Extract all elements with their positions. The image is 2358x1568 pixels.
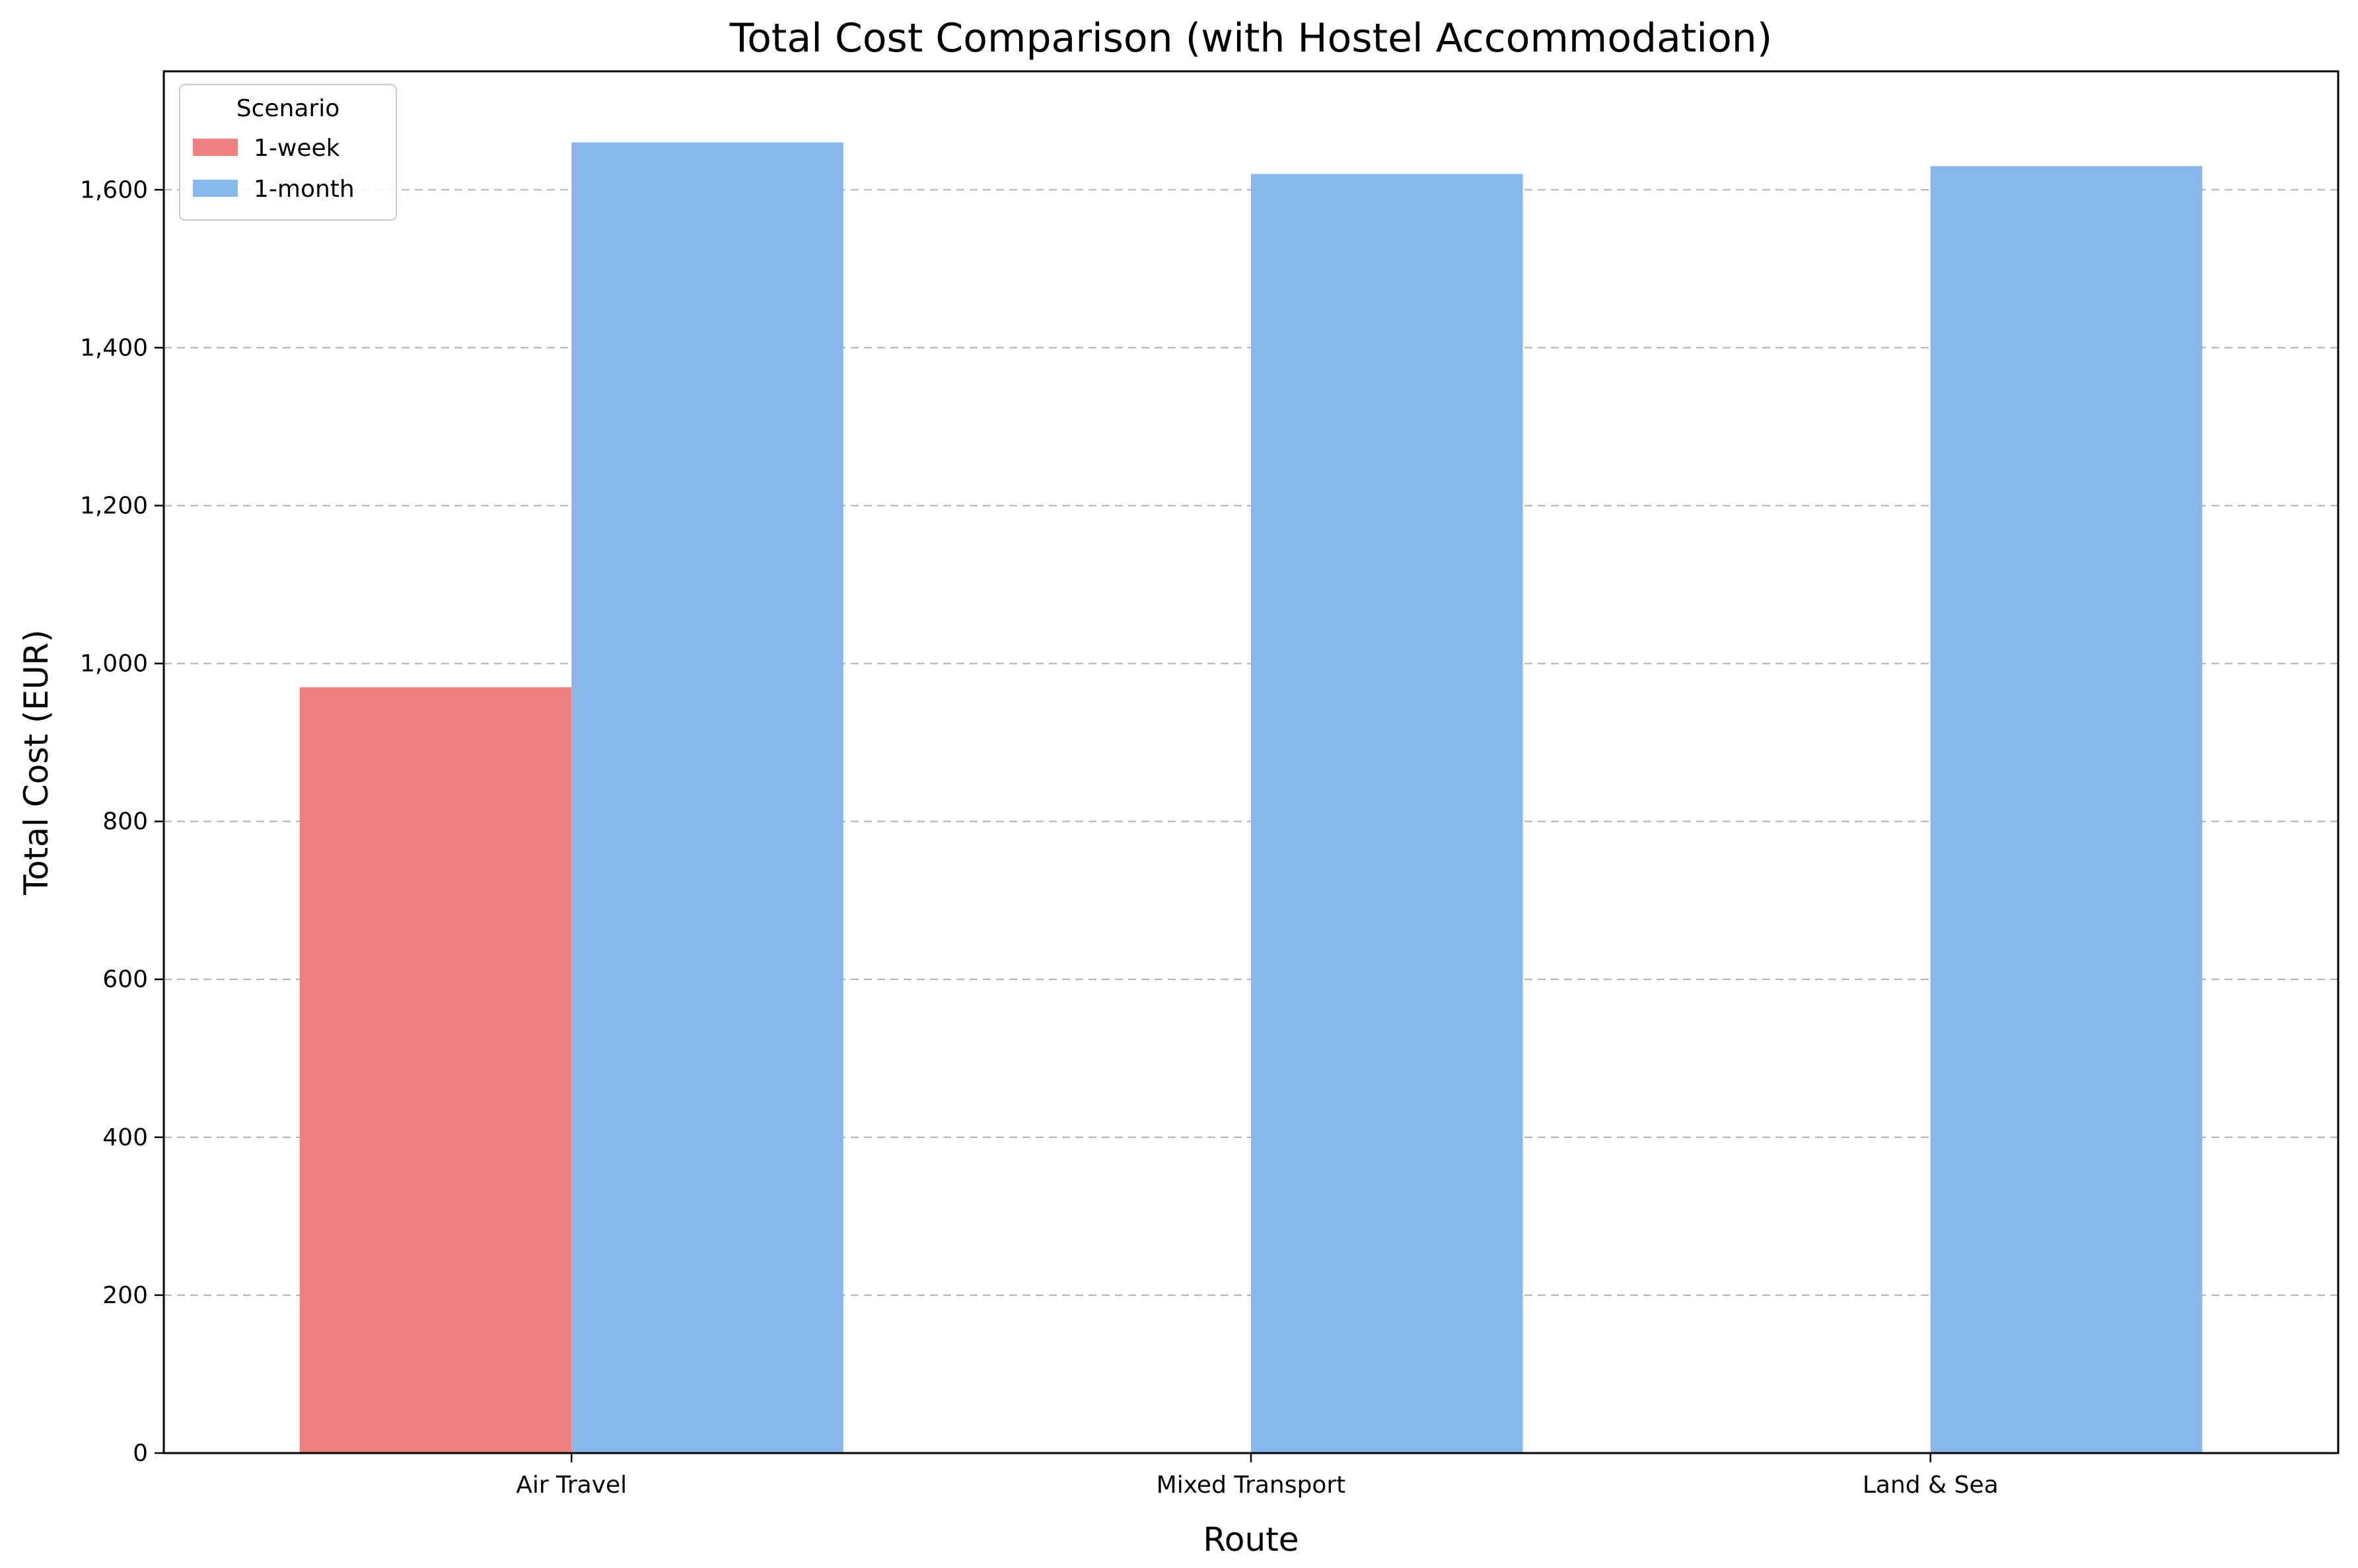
x-tick-label: Mixed Transport bbox=[1157, 1472, 1346, 1499]
y-tick-label: 1,000 bbox=[80, 651, 148, 678]
y-axis-ticks: 0 200 400 600 800 1,000 1,200 1,400 1,600 bbox=[80, 176, 164, 1467]
legend: Scenario 1-week 1-month bbox=[179, 84, 397, 221]
chart-title: Total Cost Comparison (with Hostel Accom… bbox=[729, 15, 1773, 61]
x-tick-label: Air Travel bbox=[516, 1472, 627, 1499]
y-tick-label: 0 bbox=[133, 1440, 148, 1467]
x-axis-ticks: Air Travel Mixed Transport Land & Sea bbox=[516, 1453, 1999, 1499]
bars bbox=[299, 142, 2203, 1454]
legend-label-1-week: 1-week bbox=[254, 135, 340, 162]
y-axis-title: Total Cost (EUR) bbox=[17, 629, 55, 896]
legend-swatch-1-week bbox=[193, 139, 238, 156]
bar-1-week-0 bbox=[299, 687, 572, 1453]
x-tick-label: Land & Sea bbox=[1863, 1472, 1999, 1499]
legend-label-1-month: 1-month bbox=[254, 176, 355, 203]
y-tick-label: 1,400 bbox=[80, 334, 148, 361]
x-axis-title: Route bbox=[1203, 1520, 1299, 1559]
y-tick-label: 1,200 bbox=[80, 492, 148, 519]
y-tick-label: 200 bbox=[102, 1282, 148, 1309]
legend-swatch-1-month bbox=[193, 180, 238, 197]
y-tick-label: 1,600 bbox=[80, 176, 148, 203]
bar-1-month-2 bbox=[1930, 166, 2203, 1454]
bar-1-month-0 bbox=[571, 142, 843, 1453]
y-tick-label: 400 bbox=[102, 1124, 148, 1151]
y-tick-label: 600 bbox=[102, 966, 148, 993]
bar-1-month-1 bbox=[1251, 174, 1523, 1453]
y-tick-label: 800 bbox=[102, 808, 148, 836]
legend-title: Scenario bbox=[236, 95, 340, 122]
legend-items: 1-week 1-month bbox=[193, 135, 355, 203]
